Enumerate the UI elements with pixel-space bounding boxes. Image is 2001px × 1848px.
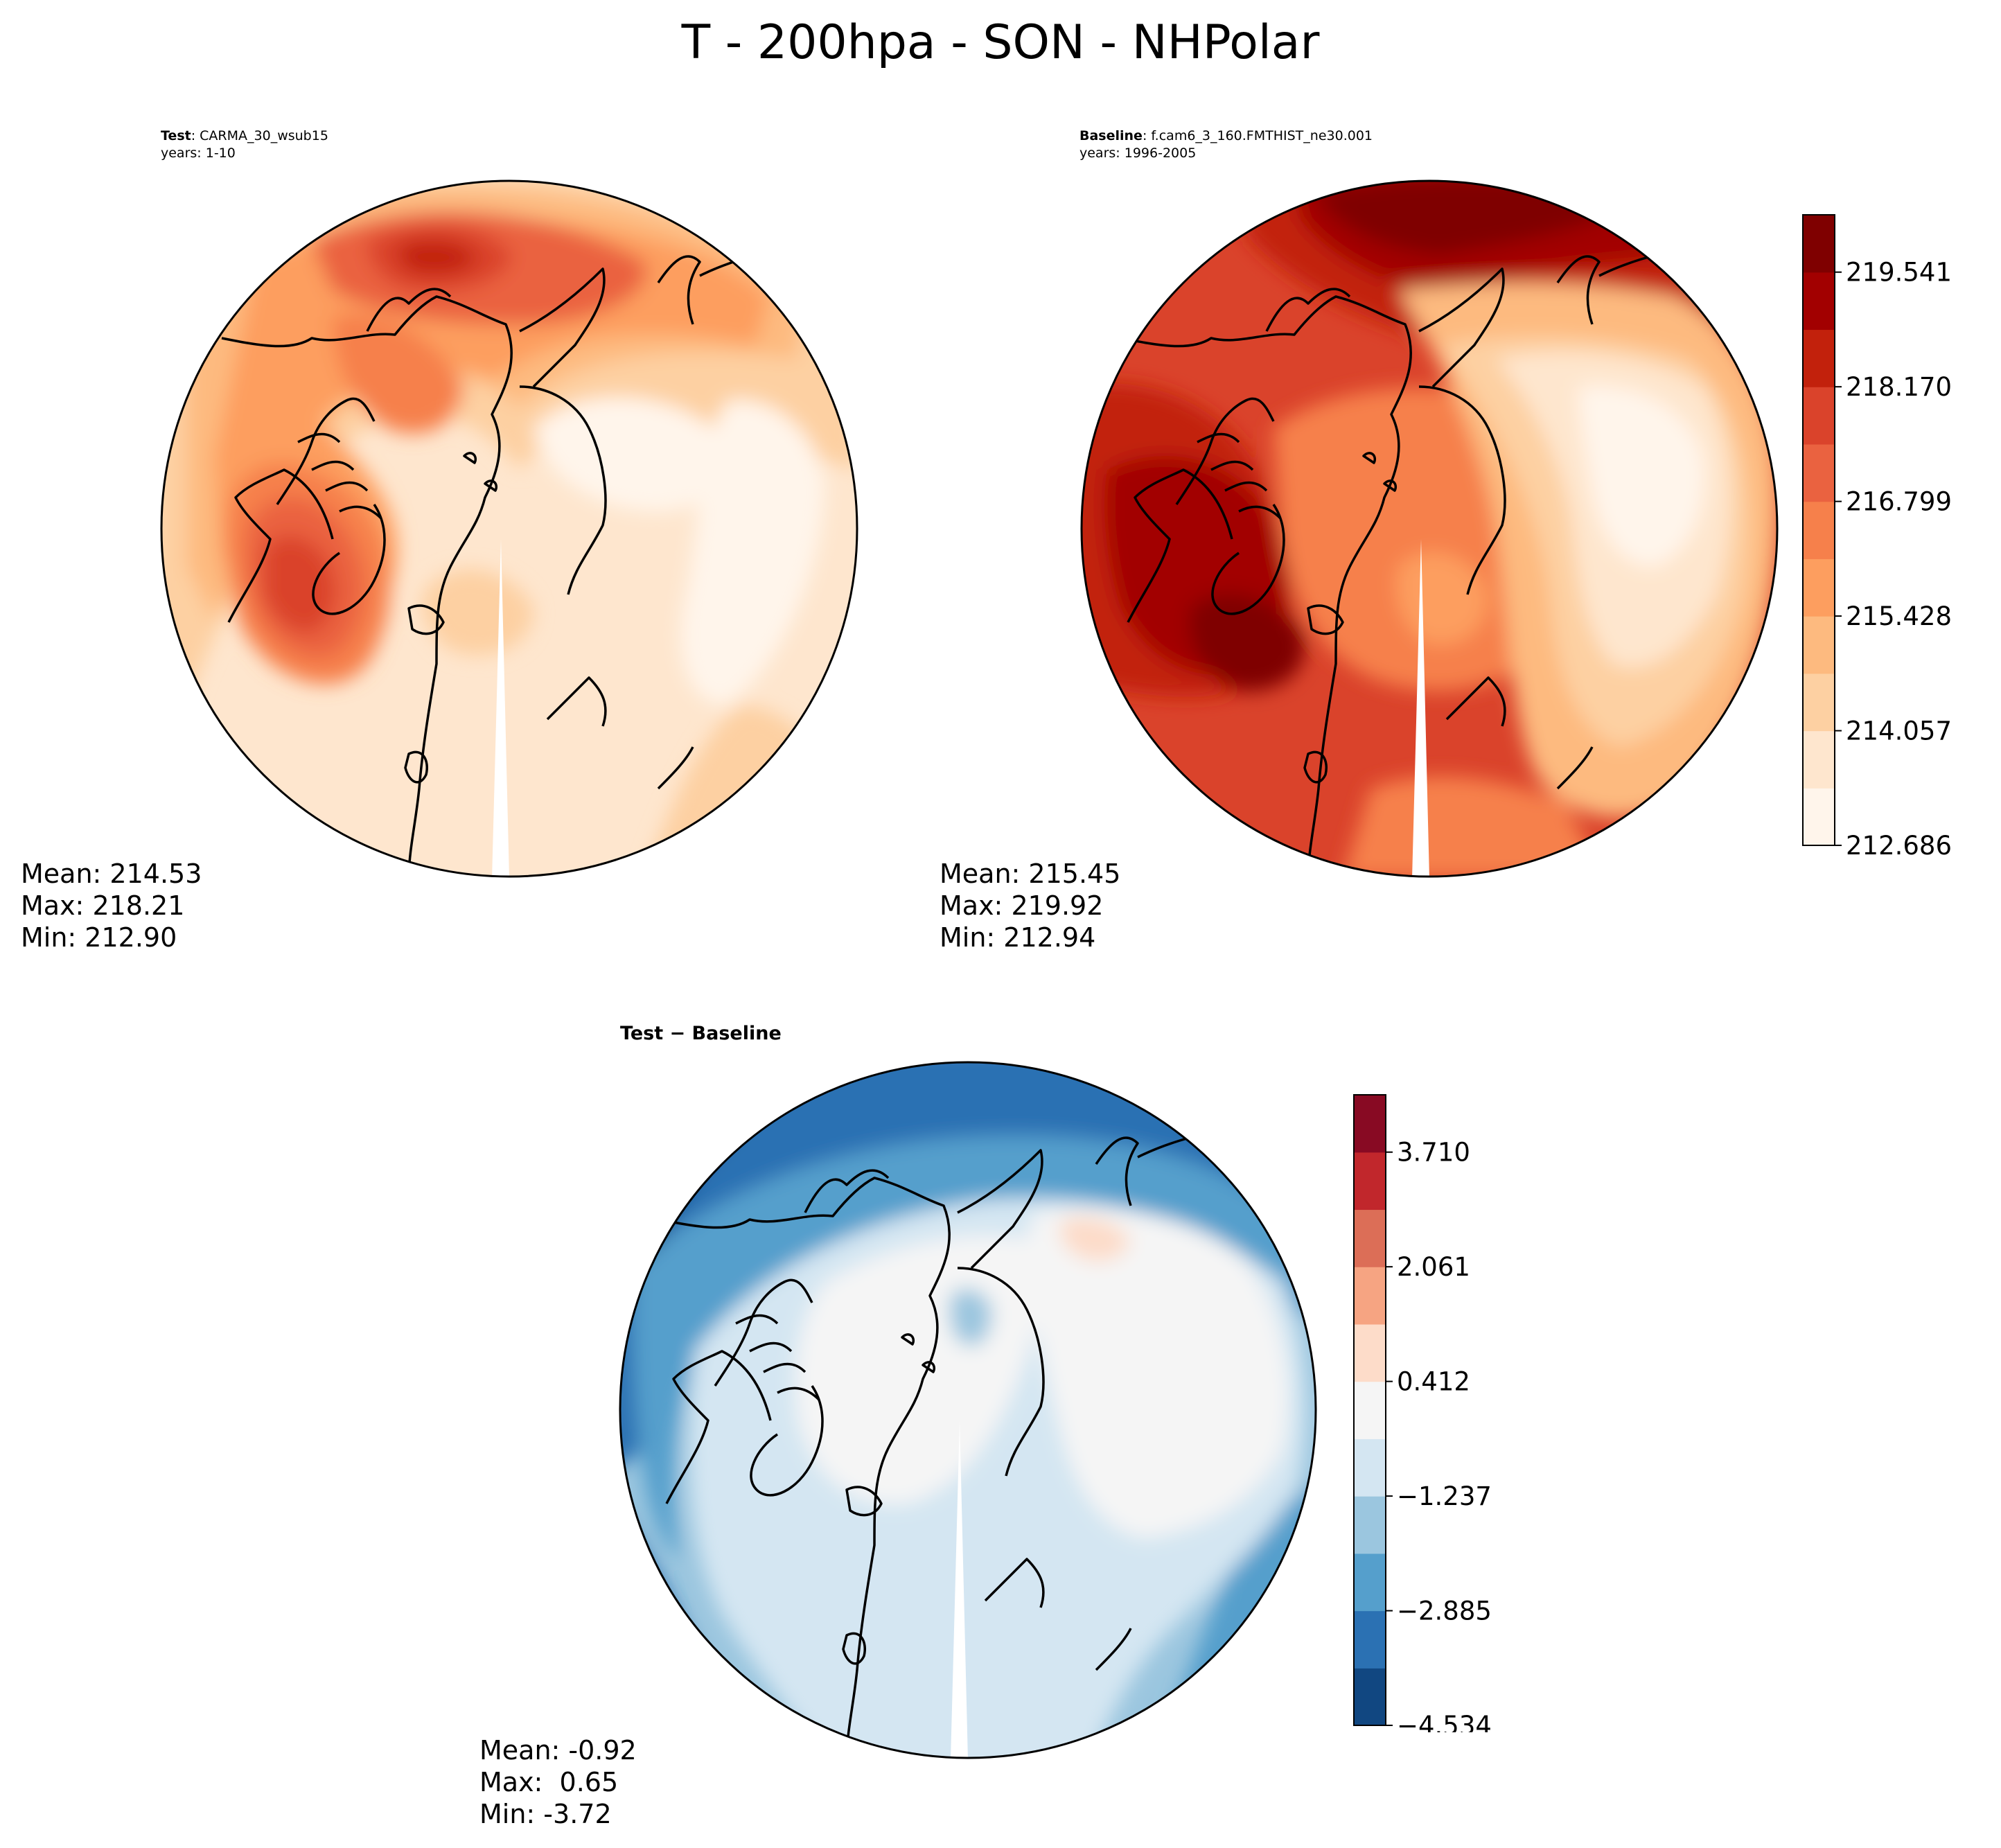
diff-colorbar-tick-label: 3.710 xyxy=(1397,1138,1470,1168)
diff-colorbar-segment xyxy=(1354,1209,1386,1267)
diff-colorbar-tick-label: 2.061 xyxy=(1397,1252,1470,1282)
diff-colorbar-segment xyxy=(1354,1553,1386,1612)
diff-colorbar-tick-label: −2.885 xyxy=(1397,1596,1492,1626)
baseline-subtitle: Baseline: f.cam6_3_160.FMTHIST_ne30.001 … xyxy=(1079,127,1373,162)
diff-stats: Mean: -0.92 Max: 0.65 Min: -3.72 xyxy=(479,1734,637,1830)
diff-mean: Mean: -0.92 xyxy=(479,1735,637,1766)
test-mean: Mean: 214.53 xyxy=(21,859,202,889)
diff-min: Min: -3.72 xyxy=(479,1799,612,1829)
baseline-colorbar-tick-label: 218.170 xyxy=(1846,372,1952,402)
baseline-wedge-gap xyxy=(1412,539,1429,877)
diff-colorbar-tick-label: −1.237 xyxy=(1397,1481,1492,1511)
diff-colorbar-segment xyxy=(1354,1438,1386,1497)
test-field-contours xyxy=(161,181,857,877)
baseline-stats: Mean: 215.45 Max: 219.92 Min: 212.94 xyxy=(940,858,1120,953)
diff-colorbar-segment xyxy=(1354,1668,1386,1726)
baseline-subtitle-case: : f.cam6_3_160.FMTHIST_ne30.001 xyxy=(1142,128,1373,143)
diff-colorbar-segment xyxy=(1354,1323,1386,1382)
test-stats: Mean: 214.53 Max: 218.21 Min: 212.90 xyxy=(21,858,202,953)
diff-colorbar-segment xyxy=(1354,1152,1386,1211)
test-subtitle: Test: CARMA_30_wsub15 years: 1-10 xyxy=(161,127,328,162)
baseline-colorbar-tick-label: 212.686 xyxy=(1846,831,1952,861)
baseline-colorbar-segment xyxy=(1803,387,1835,445)
baseline-map-frame xyxy=(1080,179,1779,878)
baseline-colorbar-segment xyxy=(1803,272,1835,331)
diff-colorbar-segment xyxy=(1354,1496,1386,1554)
test-map xyxy=(160,179,858,878)
baseline-subtitle-years: years: 1996-2005 xyxy=(1079,146,1197,161)
baseline-colorbar-segment xyxy=(1803,788,1835,846)
baseline-mean: Mean: 215.45 xyxy=(940,859,1121,889)
baseline-colorbar-segment xyxy=(1803,558,1835,617)
diff-wedge-gap xyxy=(951,1420,968,1758)
test-wedge-gap xyxy=(492,539,509,877)
figure-title: T - 200hpa - SON - NHPolar xyxy=(681,15,1320,70)
diff-colorbar: 3.710 2.061 0.412 −1.237 −2.885 −4.534 xyxy=(1353,1094,1492,1732)
baseline-colorbar-tick-label: 216.799 xyxy=(1846,487,1952,517)
baseline-min: Min: 212.94 xyxy=(940,922,1096,953)
baseline-colorbar-frame xyxy=(1802,214,1835,846)
baseline-colorbar-tick-label: 214.057 xyxy=(1846,716,1952,746)
diff-colorbar-segment xyxy=(1354,1381,1386,1439)
baseline-colorbar-segment xyxy=(1803,501,1835,559)
diff-colorbar-frame xyxy=(1353,1094,1386,1726)
baseline-subtitle-bold: Baseline xyxy=(1079,128,1143,143)
baseline-colorbar-segment xyxy=(1803,730,1835,789)
diff-colorbar-tick-label: −4.534 xyxy=(1397,1711,1492,1732)
diff-colorbar-segment xyxy=(1354,1610,1386,1669)
diff-subtitle: Test − Baseline xyxy=(620,1023,782,1044)
test-max: Max: 218.21 xyxy=(21,890,185,921)
baseline-colorbar-segment xyxy=(1803,215,1835,273)
test-subtitle-case: : CARMA_30_wsub15 xyxy=(191,128,328,143)
baseline-colorbar-tick-label: 215.428 xyxy=(1846,601,1952,631)
test-subtitle-bold: Test xyxy=(161,128,191,143)
diff-map-frame xyxy=(619,1061,1317,1759)
diff-map xyxy=(619,1061,1317,1759)
diff-max: Max: 0.65 xyxy=(479,1767,619,1797)
baseline-colorbar-segment xyxy=(1803,443,1835,502)
baseline-colorbar-segment xyxy=(1803,673,1835,732)
diff-colorbar-segment xyxy=(1354,1095,1386,1153)
test-subtitle-years: years: 1-10 xyxy=(161,146,236,161)
test-min: Min: 212.90 xyxy=(21,922,177,953)
diff-colorbar-segment xyxy=(1354,1267,1386,1325)
baseline-colorbar-tick-label: 219.541 xyxy=(1846,258,1952,288)
diff-colorbar-tick-label: 0.412 xyxy=(1397,1367,1470,1397)
baseline-map xyxy=(1080,179,1779,878)
baseline-colorbar-segment xyxy=(1803,616,1835,674)
baseline-max: Max: 219.92 xyxy=(940,890,1104,921)
baseline-colorbar-segment xyxy=(1803,329,1835,387)
baseline-colorbar: 219.541 218.170 216.799 215.428 214.057 212.6… xyxy=(1802,214,1952,861)
test-map-frame xyxy=(160,179,858,878)
diff-coastlines xyxy=(659,1128,1257,1758)
